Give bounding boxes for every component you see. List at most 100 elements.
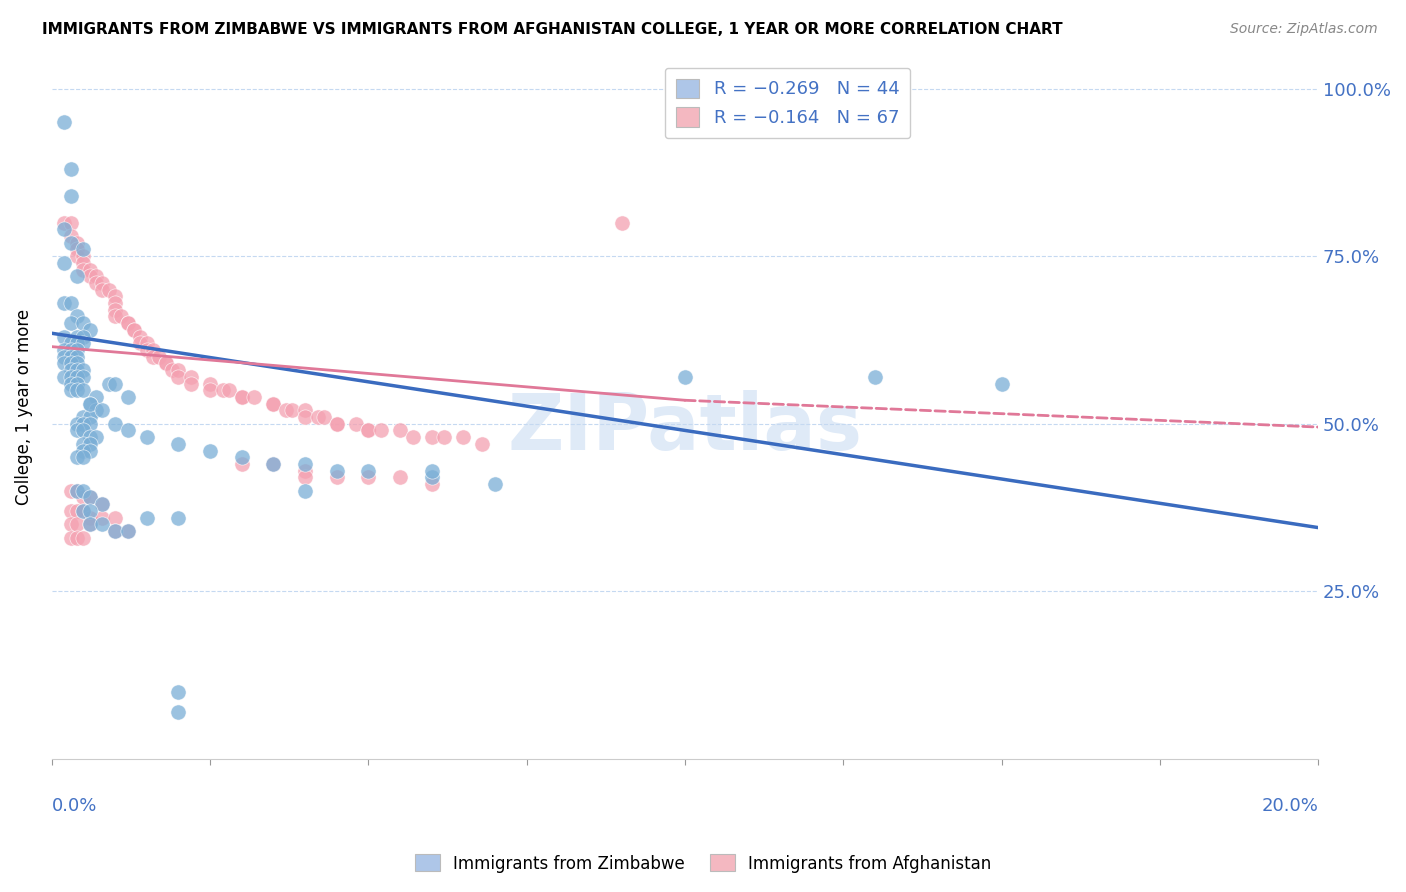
Point <box>59 483 82 498</box>
Point <box>66 417 89 431</box>
Point <box>72 504 94 518</box>
Point <box>79 504 101 518</box>
Point <box>72 437 94 451</box>
Point <box>59 504 82 518</box>
Point <box>66 269 89 284</box>
Point <box>72 256 94 270</box>
Point <box>53 115 76 129</box>
Point <box>281 403 304 417</box>
Point <box>66 356 89 370</box>
Point <box>72 424 94 438</box>
Point <box>104 376 127 391</box>
Point <box>66 343 89 357</box>
Legend: Immigrants from Zimbabwe, Immigrants from Afghanistan: Immigrants from Zimbabwe, Immigrants fro… <box>408 847 998 880</box>
Point <box>91 283 114 297</box>
Point <box>484 477 506 491</box>
Point <box>312 410 335 425</box>
Point <box>66 235 89 250</box>
Point <box>262 457 284 471</box>
Point <box>79 491 101 505</box>
Point <box>91 510 114 524</box>
Point <box>53 356 76 370</box>
Point <box>117 316 139 330</box>
Point <box>84 403 107 417</box>
Point <box>262 396 284 410</box>
Point <box>863 369 886 384</box>
Point <box>142 350 165 364</box>
Point <box>135 510 157 524</box>
Point <box>66 483 89 498</box>
Point <box>97 283 120 297</box>
Text: Source: ZipAtlas.com: Source: ZipAtlas.com <box>1230 22 1378 37</box>
Point <box>155 356 177 370</box>
Point <box>167 363 190 377</box>
Point <box>53 256 76 270</box>
Point <box>72 262 94 277</box>
Point <box>72 329 94 343</box>
Point <box>135 343 157 357</box>
Point <box>79 262 101 277</box>
Point <box>72 483 94 498</box>
Point <box>59 363 82 377</box>
Point <box>72 316 94 330</box>
Point <box>167 437 190 451</box>
Point <box>53 296 76 310</box>
Point <box>53 369 76 384</box>
Point <box>79 396 101 410</box>
Point <box>104 510 127 524</box>
Point <box>129 329 152 343</box>
Point <box>72 450 94 465</box>
Point <box>262 457 284 471</box>
Point <box>59 531 82 545</box>
Point <box>66 243 89 257</box>
Point <box>104 302 127 317</box>
Point <box>84 430 107 444</box>
Point <box>72 336 94 351</box>
Point <box>72 369 94 384</box>
Point <box>420 470 443 484</box>
Point <box>53 343 76 357</box>
Point <box>610 216 633 230</box>
Point <box>79 443 101 458</box>
Text: 20.0%: 20.0% <box>1261 797 1319 815</box>
Point <box>66 350 89 364</box>
Point <box>79 323 101 337</box>
Point <box>91 497 114 511</box>
Point <box>59 517 82 532</box>
Point <box>59 336 82 351</box>
Point <box>59 316 82 330</box>
Point <box>420 464 443 478</box>
Point <box>79 517 101 532</box>
Point <box>167 685 190 699</box>
Point <box>231 390 253 404</box>
Point <box>104 289 127 303</box>
Point <box>294 403 316 417</box>
Point <box>66 531 89 545</box>
Point <box>104 296 127 310</box>
Point <box>357 424 380 438</box>
Point <box>325 464 347 478</box>
Point <box>79 517 101 532</box>
Point <box>274 403 297 417</box>
Point <box>59 350 82 364</box>
Point <box>117 524 139 538</box>
Point <box>84 276 107 290</box>
Point <box>294 483 316 498</box>
Y-axis label: College, 1 year or more: College, 1 year or more <box>15 309 32 505</box>
Point <box>84 390 107 404</box>
Point <box>66 363 89 377</box>
Point <box>325 417 347 431</box>
Point <box>66 310 89 324</box>
Point <box>66 504 89 518</box>
Point <box>198 376 221 391</box>
Point <box>122 323 145 337</box>
Point <box>325 417 347 431</box>
Point <box>59 162 82 177</box>
Point <box>420 430 443 444</box>
Point <box>218 383 240 397</box>
Point <box>231 450 253 465</box>
Point <box>420 477 443 491</box>
Point <box>388 424 411 438</box>
Point <box>72 383 94 397</box>
Point <box>388 470 411 484</box>
